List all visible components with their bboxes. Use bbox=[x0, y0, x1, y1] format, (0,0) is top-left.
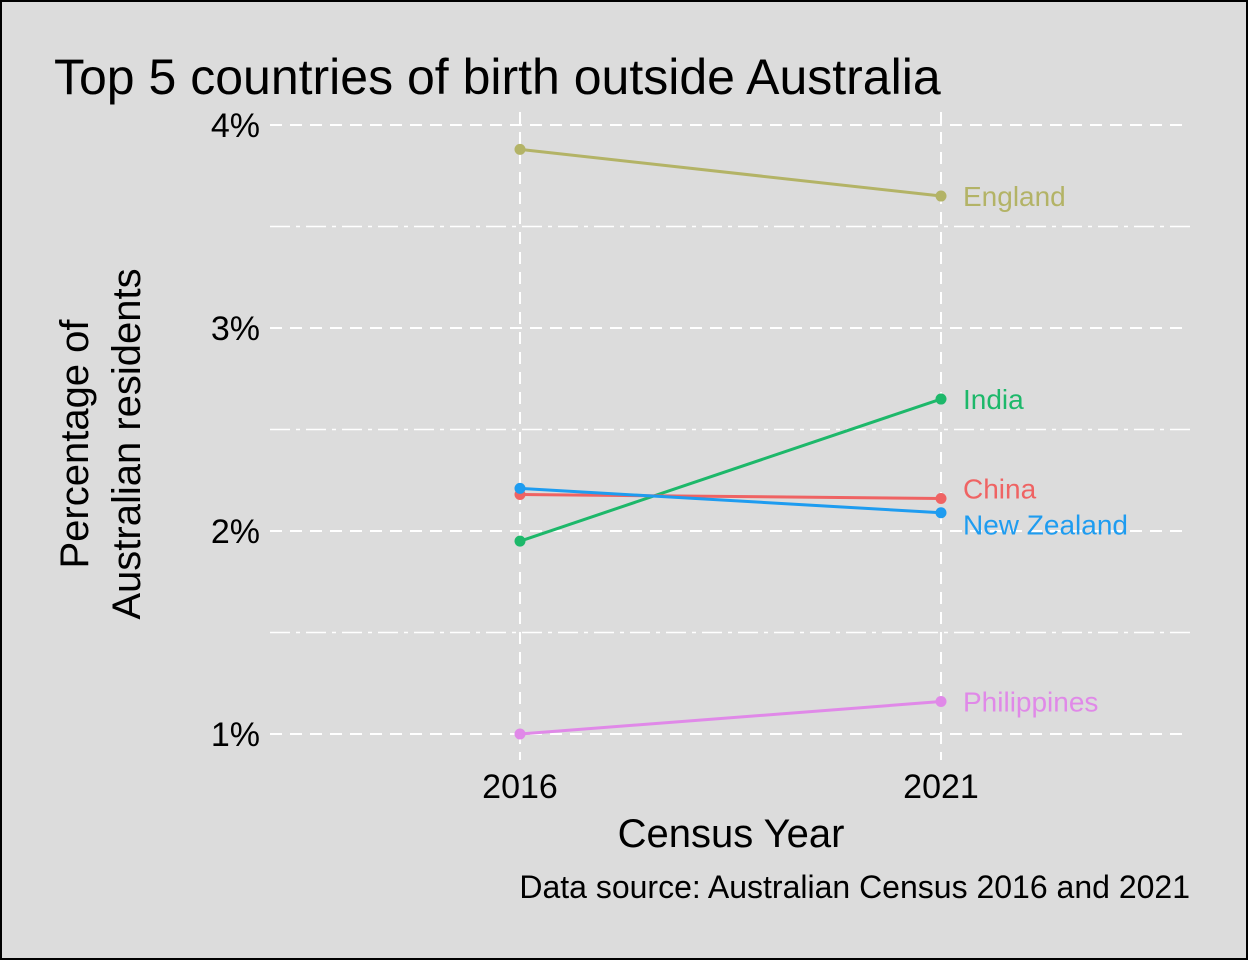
y-tick-label: 1% bbox=[211, 716, 260, 754]
series-india: India bbox=[514, 384, 1024, 547]
series-label: India bbox=[963, 384, 1024, 415]
series-line bbox=[519, 147, 942, 198]
x-axis-label: Census Year bbox=[618, 812, 845, 856]
data-point bbox=[935, 493, 947, 505]
x-tick-label: 2021 bbox=[903, 768, 979, 806]
series-china: China bbox=[514, 474, 1037, 505]
data-point bbox=[935, 507, 947, 519]
data-point bbox=[935, 190, 947, 202]
series-philippines: Philippines bbox=[514, 687, 1098, 740]
y-tick-labels: 1% 2% 3% 4% bbox=[211, 107, 260, 754]
series-england: England bbox=[514, 143, 1066, 212]
x-tick-labels: 2016 2021 bbox=[482, 768, 979, 806]
data-point bbox=[514, 728, 526, 740]
series-line bbox=[519, 700, 942, 736]
series-new-zealand: New Zealand bbox=[514, 482, 1128, 541]
data-point bbox=[935, 696, 947, 708]
grid-lines bbox=[270, 112, 1190, 760]
chart-title: Top 5 countries of birth outside Austral… bbox=[54, 49, 941, 105]
caption: Data source: Australian Census 2016 and … bbox=[519, 869, 1190, 905]
y-tick-label: 4% bbox=[211, 107, 260, 145]
y-axis-label-line1: Percentage of bbox=[53, 319, 97, 569]
x-tick-label: 2016 bbox=[482, 768, 558, 806]
data-point bbox=[935, 393, 947, 405]
series-label: England bbox=[963, 181, 1066, 212]
data-point bbox=[514, 535, 526, 547]
series-label: New Zealand bbox=[963, 510, 1128, 541]
y-tick-label: 3% bbox=[211, 310, 260, 348]
data-point bbox=[514, 482, 526, 494]
y-tick-label: 2% bbox=[211, 513, 260, 551]
series-line bbox=[519, 492, 942, 501]
series-line bbox=[519, 397, 942, 543]
series-line bbox=[519, 486, 942, 515]
series-label: Philippines bbox=[963, 687, 1098, 718]
data-point bbox=[514, 143, 526, 155]
series-group: England India China New Zealand Philippines bbox=[514, 143, 1128, 740]
y-axis-label-line2: Australian residents bbox=[105, 268, 149, 619]
series-label: China bbox=[963, 474, 1037, 505]
